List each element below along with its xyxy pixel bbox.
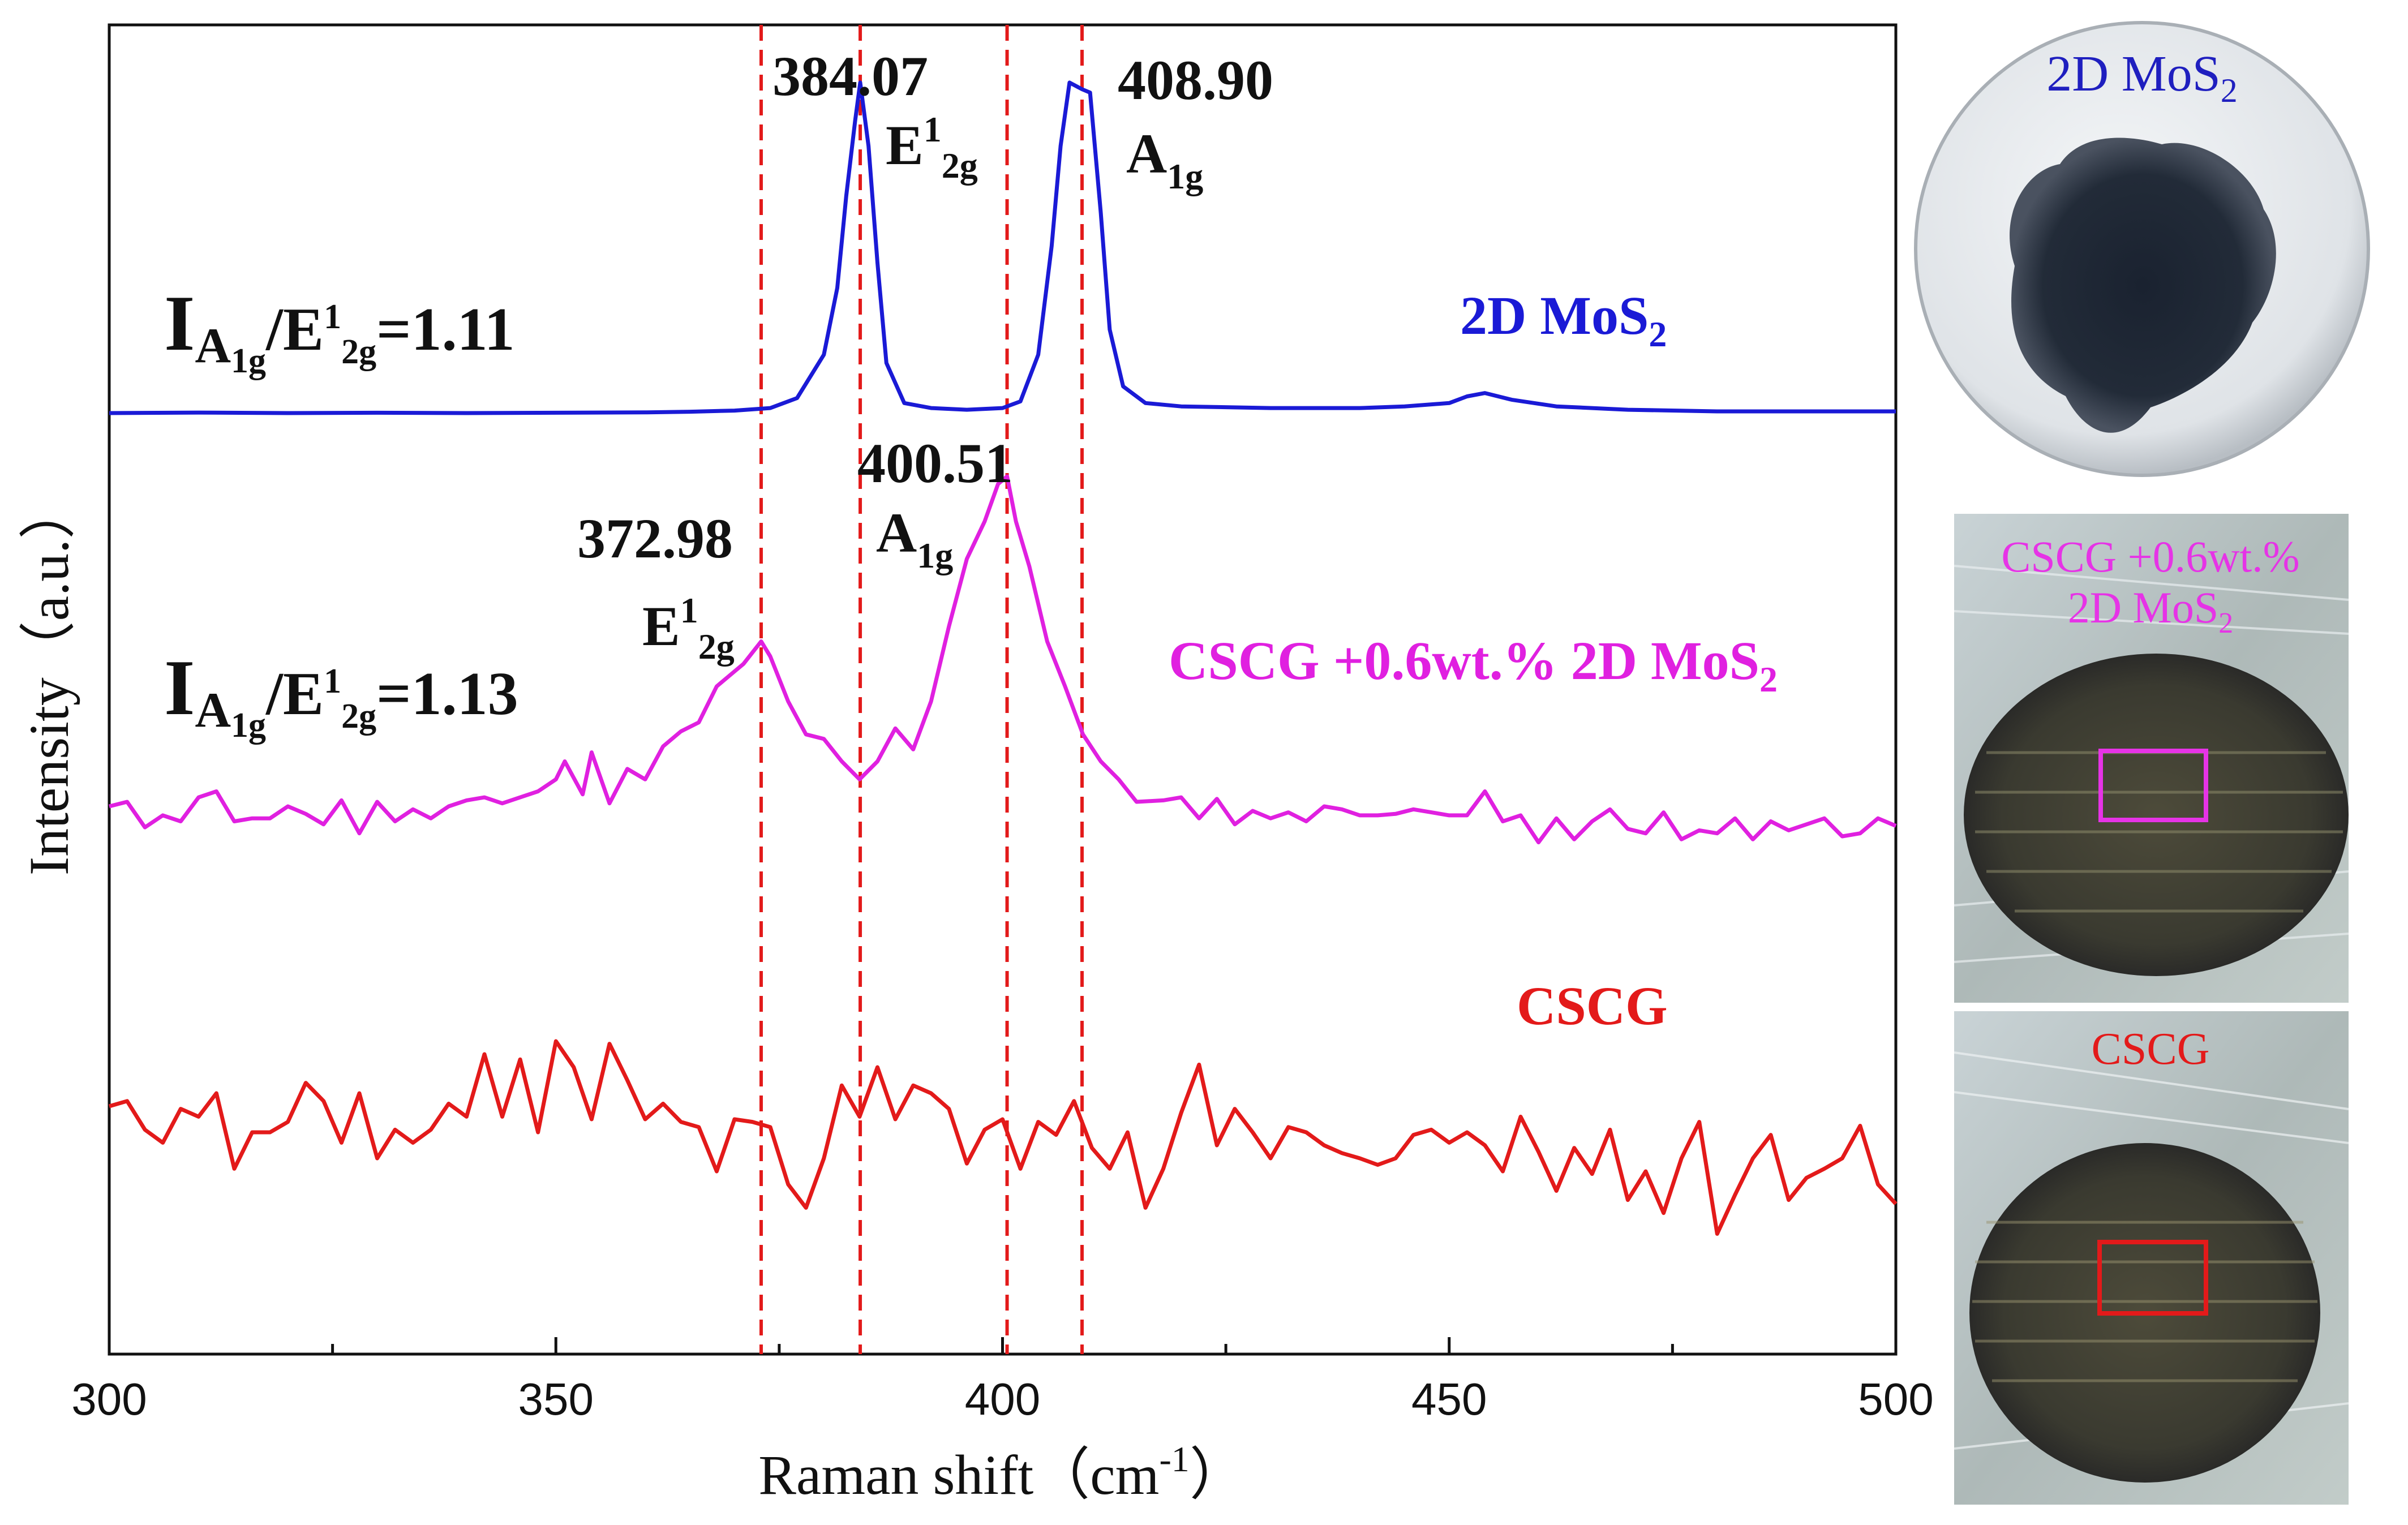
ratio-annotation-2d-mos2: IA1g/E12g=1.11	[164, 280, 515, 380]
peak-mode-a1g-400: A1g	[876, 501, 953, 575]
spectrum-cscg-mos2	[109, 474, 1897, 845]
inset-title-cscg: CSCG	[2092, 1024, 2210, 1074]
plot-area	[108, 23, 1898, 1356]
inset-title-cscg-mos2-line2: 2D MoS2	[2068, 583, 2234, 639]
inset-photo-cscg-mos2: CSCG +0.6wt.% 2D MoS2	[1954, 514, 2349, 1003]
series-label-2d-mos2: 2D MoS2	[1460, 285, 1667, 354]
inset-title-cscg-mos2-line1: CSCG +0.6wt.%	[2001, 532, 2299, 581]
peak-label-408: 408.90	[1118, 49, 1273, 111]
spectra	[109, 80, 1898, 1236]
peak-mode-e2g-372: E12g	[642, 590, 735, 667]
x-axis-title: Raman shift（cm-1）	[758, 1439, 1246, 1506]
inset-photo-2d-mos2: 2D MoS2	[1914, 17, 2370, 487]
inset-title-2d-mos2: 2D MoS2	[2046, 46, 2238, 109]
peak-label-384: 384.07	[772, 45, 928, 108]
ratio-annotation-cscg-mos2: IA1g/E12g=1.13	[164, 644, 518, 745]
peak-mode-e2g-384: E12g	[886, 109, 978, 186]
y-axis-title: Intensity（a.u.）	[18, 483, 80, 875]
x-axis-ticks: 300 350 400 450 500	[71, 1337, 1934, 1424]
spectrum-2d-mos2	[109, 80, 1896, 415]
x-tick-label-500: 500	[1858, 1374, 1933, 1424]
spectrum-cscg	[109, 1039, 1898, 1236]
series-label-cscg-mos2: CSCG +0.6wt.% 2D MoS2	[1169, 630, 1778, 699]
series-label-cscg: CSCG	[1517, 976, 1668, 1036]
peak-mode-a1g-408: A1g	[1126, 122, 1203, 196]
peak-label-372: 372.98	[577, 507, 733, 570]
x-tick-label-350: 350	[518, 1374, 594, 1424]
x-tick-label-400: 400	[965, 1374, 1040, 1424]
inset-photo-cscg: CSCG	[1954, 1011, 2349, 1505]
x-tick-label-450: 450	[1411, 1374, 1487, 1424]
peak-label-400: 400.51	[857, 432, 1013, 495]
x-tick-label-300: 300	[71, 1374, 147, 1424]
